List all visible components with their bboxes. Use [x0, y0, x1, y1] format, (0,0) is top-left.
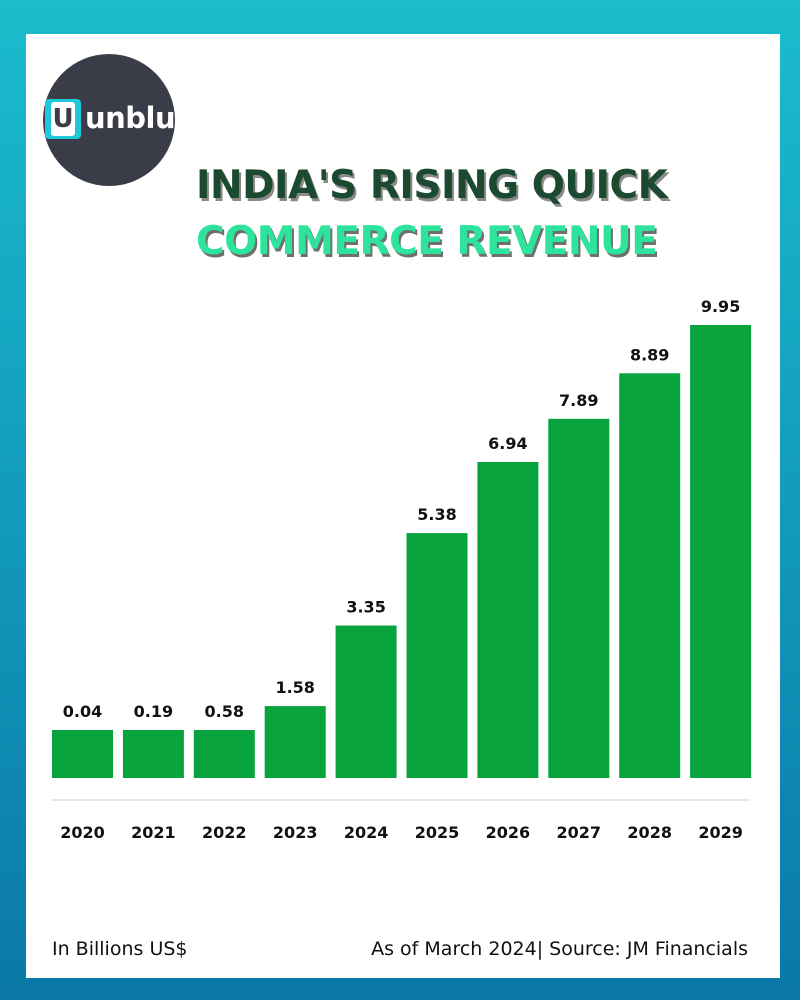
value-label-2026: 6.94 [488, 434, 527, 453]
value-label-2027: 7.89 [559, 391, 598, 410]
bar-2026 [477, 462, 539, 778]
brand-logo[interactable]: U unblue [43, 54, 195, 186]
bar-2025 [406, 533, 468, 778]
logo-letter: U [51, 102, 75, 136]
year-label-2025: 2025 [415, 823, 460, 842]
value-label-2022: 0.58 [205, 702, 244, 721]
bar-2022 [193, 730, 255, 778]
logo-text: unblue [85, 101, 195, 135]
revenue-bar-chart: 0.04 2020 0.19 2021 0.58 2022 1.58 2023 3.35 2024… [52, 297, 752, 842]
bar-2028 [619, 373, 681, 778]
infographic-card: U unblue INDIA'S RISING QUICK COMMERCE R… [26, 34, 780, 978]
title-line-2: COMMERCE REVENUE [196, 219, 658, 264]
page-title: INDIA'S RISING QUICK COMMERCE REVENUE [196, 158, 766, 270]
bar-2029 [690, 325, 752, 778]
value-label-2028: 8.89 [630, 345, 669, 364]
year-label-2020: 2020 [60, 823, 105, 842]
unit-note: In Billions US$ [52, 938, 188, 960]
year-label-2023: 2023 [273, 823, 318, 842]
source-note: As of March 2024| Source: JM Financials [371, 938, 748, 960]
value-label-2029: 9.95 [701, 297, 740, 316]
bar-2027 [548, 418, 610, 778]
year-label-2026: 2026 [486, 823, 531, 842]
logo-u-icon: U [45, 99, 81, 139]
value-label-2024: 3.35 [346, 598, 385, 617]
year-label-2024: 2024 [344, 823, 389, 842]
value-label-2020: 0.04 [63, 702, 102, 721]
value-label-2023: 1.58 [275, 678, 314, 697]
bar-2020 [52, 730, 113, 778]
title-line-1: INDIA'S RISING QUICK [196, 163, 668, 208]
value-label-2025: 5.38 [417, 505, 456, 524]
value-label-2021: 0.19 [134, 702, 173, 721]
year-label-2027: 2027 [557, 823, 602, 842]
year-label-2028: 2028 [627, 823, 672, 842]
bar-2021 [122, 730, 184, 778]
bar-2024 [335, 625, 397, 778]
bar-2023 [264, 706, 326, 778]
year-label-2021: 2021 [131, 823, 176, 842]
year-label-2029: 2029 [698, 823, 743, 842]
year-label-2022: 2022 [202, 823, 247, 842]
